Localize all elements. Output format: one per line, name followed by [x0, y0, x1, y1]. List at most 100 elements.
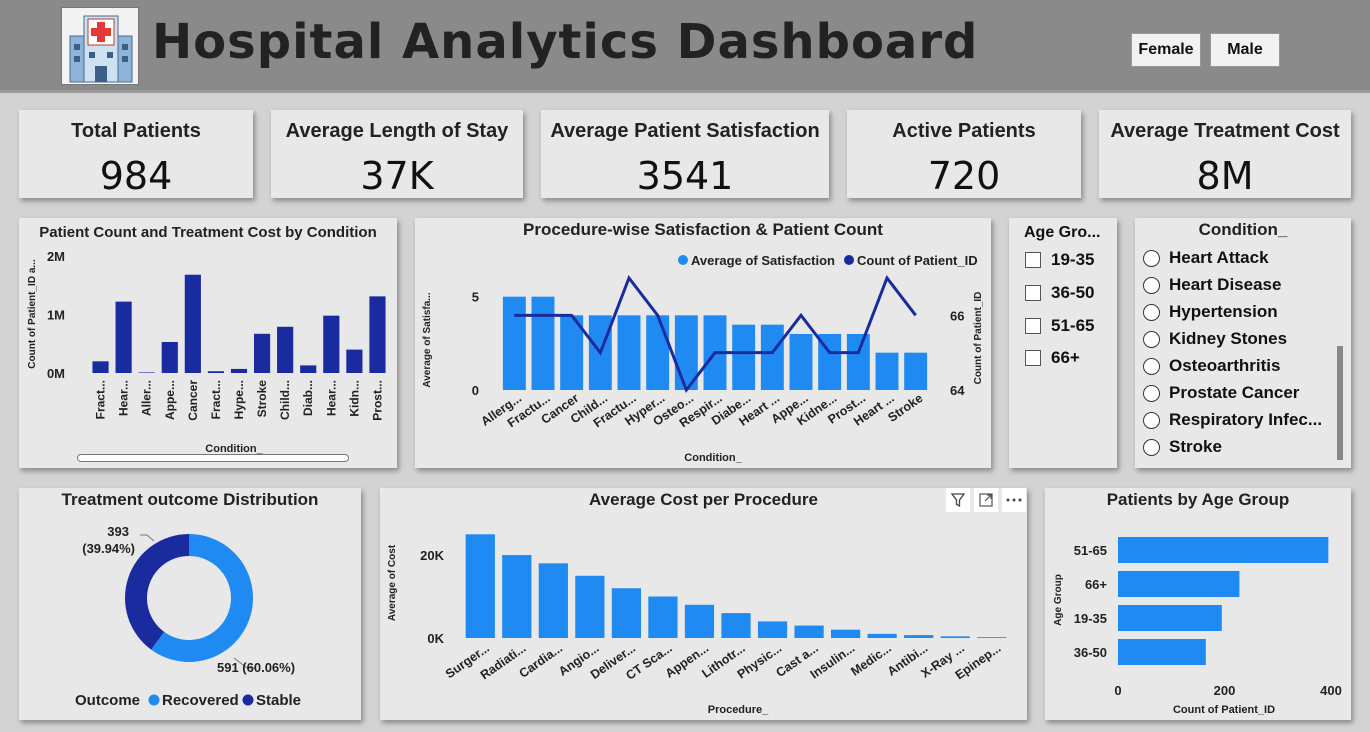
chart-title: Treatment outcome Distribution — [61, 490, 319, 509]
x-tick-label: Hear... — [324, 380, 338, 416]
y-tick-label: 2M — [47, 249, 65, 264]
hospital-logo-icon — [61, 7, 139, 85]
bar — [904, 352, 928, 390]
horizontal-scrollbar[interactable] — [77, 454, 349, 462]
y2-tick-label: 66 — [950, 308, 964, 323]
kpi-value: 37K — [360, 154, 434, 198]
age-chart-card[interactable]: Patients by Age Group 51-65 66+ 19-35 36-50… — [1045, 488, 1351, 720]
x-axis-title: Count of Patient_ID — [1173, 704, 1275, 716]
condition-radio[interactable] — [1143, 277, 1160, 294]
bar — [732, 324, 756, 390]
condition-option-label[interactable]: Stroke — [1169, 437, 1222, 456]
more-options-icon[interactable] — [1002, 488, 1026, 512]
bar — [277, 326, 294, 373]
y-tick-label: 1M — [47, 308, 65, 323]
kpi-value: 720 — [927, 154, 1001, 198]
filter-icon[interactable] — [946, 488, 970, 512]
legend-title: Outcome — [75, 692, 140, 709]
bar — [760, 324, 784, 390]
x-tick-label: 200 — [1214, 683, 1236, 698]
age-51-65-checkbox[interactable] — [1025, 318, 1041, 334]
bar — [575, 575, 605, 638]
kpi-value: 8M — [1196, 154, 1254, 198]
age-36-50-checkbox[interactable] — [1025, 285, 1041, 301]
bar — [757, 621, 788, 638]
gender-filter-female-button[interactable]: Female — [1131, 33, 1201, 67]
age-option-label[interactable]: 51-65 — [1051, 316, 1095, 335]
outcome-chart-card[interactable]: Treatment outcome Distribution 591 (60.0… — [19, 488, 361, 720]
bar — [977, 637, 1007, 638]
y-axis-title: Average of Satisfa... — [422, 292, 433, 387]
gender-filter-male-button[interactable]: Male — [1210, 33, 1280, 67]
procedure-combo-chart: Average of Satisfaction Count of Patient_… — [422, 253, 984, 464]
slicer-title: Condition_ — [1198, 220, 1288, 239]
condition-radio[interactable] — [1143, 412, 1160, 429]
kpi-label: Average Patient Satisfaction — [550, 120, 820, 142]
x-tick-label: 400 — [1320, 683, 1342, 698]
condition-bar-chart: 2M 1M 0M Fract... Hear... Aller... Appe... Canc… — [27, 249, 386, 455]
outcome-donut-chart: 591 (60.06%) 393 (39.94%) Outcome Recovered S… — [75, 524, 301, 709]
condition-radio[interactable] — [1143, 385, 1160, 402]
condition-chart-card[interactable]: Patient Count and Treatment Cost by Cond… — [19, 218, 397, 468]
kpi-card-average-length-of-stay[interactable]: Average Length of Stay 37K — [271, 110, 523, 198]
y-tick-label: 0K — [427, 631, 444, 646]
kpi-card-active-patients[interactable]: Active Patients 720 — [847, 110, 1081, 198]
age-option-label[interactable]: 36-50 — [1051, 283, 1095, 302]
bar — [161, 341, 178, 373]
chart-title: Average Cost per Procedure — [589, 490, 818, 509]
condition-option-label[interactable]: Prostate Cancer — [1169, 383, 1300, 402]
x-tick-label: Aller... — [140, 380, 154, 416]
condition-option-label[interactable]: Heart Disease — [1169, 275, 1282, 294]
legend-label: Count of Patient_ID — [857, 253, 978, 268]
age-option-label[interactable]: 66+ — [1051, 348, 1080, 367]
x-tick-label: Stroke — [255, 380, 269, 418]
bar — [465, 534, 495, 638]
age-option-label[interactable]: 19-35 — [1051, 250, 1095, 269]
bar — [230, 368, 248, 373]
y-tick-label: 20K — [420, 548, 444, 563]
kpi-card-total-patients[interactable]: Total Patients 984 — [19, 110, 253, 198]
procedure-chart-card[interactable]: Procedure-wise Satisfaction & Patient Co… — [415, 218, 991, 468]
condition-radio[interactable] — [1143, 304, 1160, 321]
x-tick-label: Fract... — [94, 380, 108, 419]
condition-option-label[interactable]: Osteoarthritis — [1169, 356, 1281, 375]
vertical-scrollbar[interactable] — [1337, 346, 1343, 460]
condition-radio[interactable] — [1143, 331, 1160, 348]
donut-slice — [125, 534, 189, 650]
bar — [875, 352, 899, 390]
leader-line — [233, 657, 255, 669]
bar — [1118, 571, 1240, 597]
bar — [789, 334, 813, 390]
cost-chart-card[interactable]: Average Cost per Procedure 20K 0K Surger..… — [380, 488, 1027, 720]
condition-radio[interactable] — [1143, 358, 1160, 375]
legend-label: Recovered — [162, 692, 239, 709]
kpi-label: Active Patients — [892, 120, 1036, 142]
slice-label: 591 (60.06%) — [217, 660, 295, 675]
bar — [92, 361, 109, 373]
kpi-value: 984 — [99, 154, 173, 198]
condition-option-label[interactable]: Heart Attack — [1169, 248, 1269, 267]
donut-slice — [151, 534, 253, 662]
x-axis-title: Condition_ — [684, 452, 742, 464]
age-66-plus-checkbox[interactable] — [1025, 350, 1041, 366]
y-axis-title: Count of Patient_ID a... — [27, 259, 38, 369]
y-axis-title: Age Group — [1053, 574, 1064, 626]
condition-option-label[interactable]: Hypertension — [1169, 302, 1278, 321]
condition-radio[interactable] — [1143, 250, 1160, 267]
x-tick-label: Child... — [278, 380, 292, 420]
chart-title: Patients by Age Group — [1106, 490, 1290, 509]
kpi-card-average-patient-satisfaction[interactable]: Average Patient Satisfaction 3541 — [541, 110, 829, 198]
leader-line — [140, 534, 155, 542]
x-tick-label: Hype... — [232, 380, 246, 419]
kpi-card-average-treatment-cost[interactable]: Average Treatment Cost 8M — [1099, 110, 1351, 198]
age-19-35-checkbox[interactable] — [1025, 252, 1041, 268]
x-tick-label: Medic... — [848, 641, 894, 679]
x-tick-label: Cancer — [186, 380, 200, 421]
x-axis-title: Procedure_ — [708, 704, 769, 716]
y-tick-label: 0 — [472, 383, 479, 398]
condition-radio[interactable] — [1143, 439, 1160, 456]
condition-option-label[interactable]: Kidney Stones — [1169, 329, 1288, 348]
condition-option-label[interactable]: Respiratory Infec... — [1169, 410, 1323, 429]
focus-mode-icon[interactable] — [974, 488, 998, 512]
x-tick-label: Fract... — [209, 380, 223, 419]
